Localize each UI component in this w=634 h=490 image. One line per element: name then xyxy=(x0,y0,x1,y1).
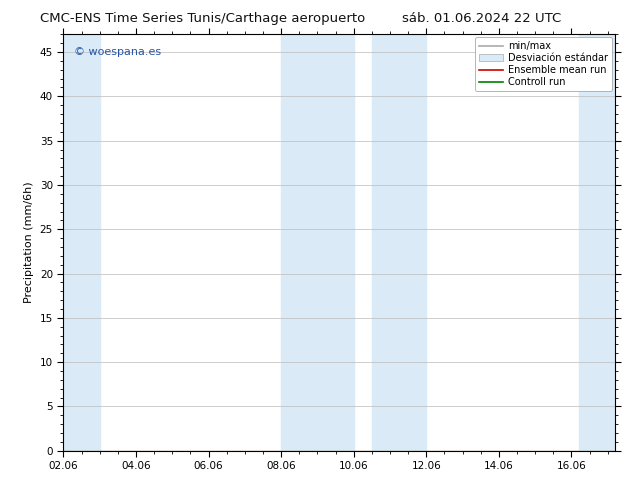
Text: CMC-ENS Time Series Tunis/Carthage aeropuerto: CMC-ENS Time Series Tunis/Carthage aerop… xyxy=(40,12,366,25)
Bar xyxy=(281,34,354,451)
Text: © woespana.es: © woespana.es xyxy=(74,47,162,57)
Bar xyxy=(63,34,100,451)
Text: sáb. 01.06.2024 22 UTC: sáb. 01.06.2024 22 UTC xyxy=(402,12,562,25)
Bar xyxy=(579,34,615,451)
Bar xyxy=(372,34,426,451)
Legend: min/max, Desviación estándar, Ensemble mean run, Controll run: min/max, Desviación estándar, Ensemble m… xyxy=(475,37,612,91)
Y-axis label: Precipitation (mm/6h): Precipitation (mm/6h) xyxy=(24,182,34,303)
